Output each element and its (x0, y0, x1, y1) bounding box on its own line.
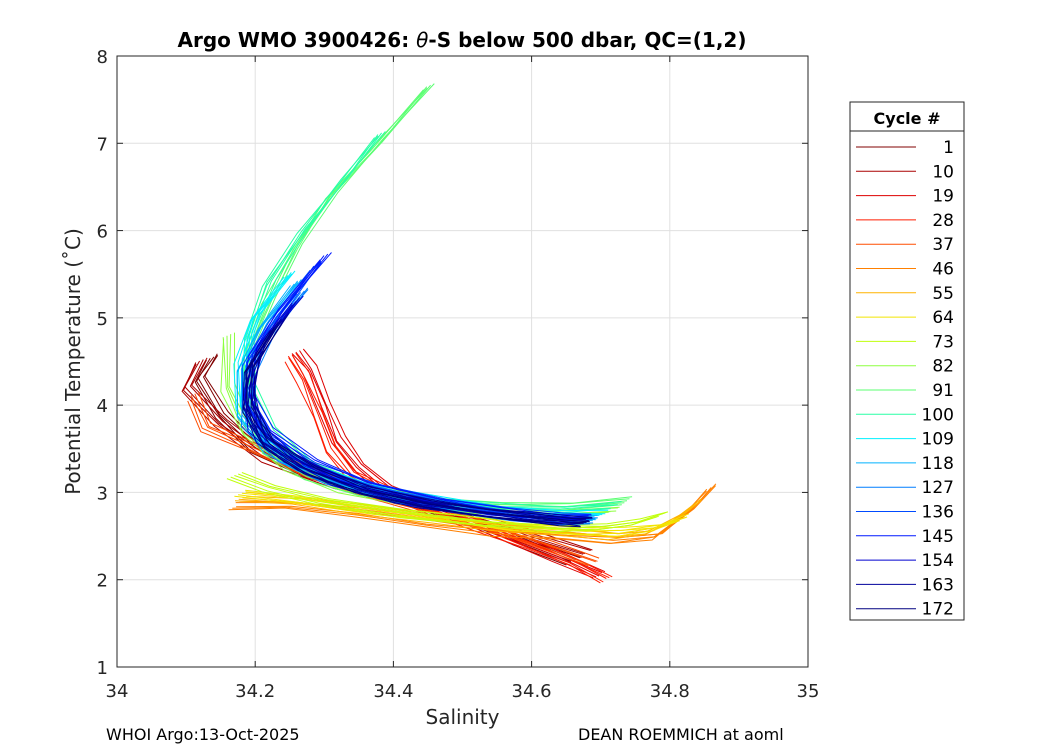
y-tick-label: 4 (97, 396, 108, 417)
legend: Cycle # 1 10 19 28 37 46 55 64 73 82 91 100 109 118 12… (849, 101, 965, 621)
y-tick-label: 5 (97, 309, 108, 330)
legend-label-10: 10 (932, 162, 954, 182)
legend-label-127: 127 (922, 478, 954, 498)
chart-title-theta: θ (416, 28, 428, 52)
legend-label-100: 100 (922, 405, 954, 425)
legend-items: 1 10 19 28 37 46 55 64 73 82 91 100 109 118 127 136 145 1… (856, 138, 954, 620)
series-line-19 (302, 348, 606, 573)
x-axis-label: Salinity (426, 705, 500, 729)
series-line-73 (238, 473, 667, 527)
x-tick-label: 35 (797, 681, 820, 702)
legend-label-37: 37 (932, 235, 954, 255)
legend-label-154: 154 (922, 551, 954, 571)
x-tick-label: 34.4 (373, 681, 413, 702)
series-172 (242, 324, 593, 528)
legend-label-28: 28 (932, 211, 954, 231)
legend-label-1: 1 (943, 138, 954, 158)
series-line-100 (253, 131, 622, 508)
series-line-37 (190, 399, 591, 566)
legend-label-82: 82 (932, 357, 954, 377)
series-group (181, 83, 717, 584)
series-line-172 (253, 324, 593, 520)
legend-label-46: 46 (932, 260, 954, 280)
plot-area (117, 56, 808, 667)
chart-title: Argo WMO 3900426: θ-S below 500 dbar, QC… (178, 28, 747, 52)
legend-label-91: 91 (932, 381, 954, 401)
series-line-64 (241, 492, 686, 532)
y-tick-label: 1 (97, 658, 108, 679)
legend-label-73: 73 (932, 332, 954, 352)
legend-label-136: 136 (922, 503, 954, 523)
series-line-163 (247, 318, 587, 523)
x-tick-label: 34.8 (650, 681, 690, 702)
legend-label-55: 55 (932, 284, 954, 304)
legend-box (849, 101, 965, 621)
series-line-172 (246, 327, 587, 523)
y-tick-label: 6 (97, 222, 108, 243)
series-line-91 (251, 83, 633, 504)
legend-title: Cycle # (874, 109, 941, 128)
x-axis: 34 34.2 34.4 34.6 34.8 35 (106, 56, 820, 702)
series-line-46 (232, 488, 708, 544)
x-tick-label: 34 (106, 681, 129, 702)
series-line-73 (230, 476, 659, 531)
y-tick-label: 7 (97, 134, 108, 155)
legend-label-163: 163 (922, 575, 954, 595)
y-axis: 1 2 3 4 5 6 7 8 (97, 47, 808, 679)
chart-title-prefix: Argo WMO 3900426: (178, 28, 417, 52)
legend-label-19: 19 (932, 187, 954, 207)
footer-left: WHOI Argo:13-Oct-2025 (106, 725, 300, 744)
legend-label-109: 109 (922, 430, 954, 450)
legend-label-145: 145 (922, 527, 954, 547)
chart-title-suffix: -S below 500 dbar, QC=(1,2) (428, 28, 746, 52)
series-line-64 (245, 491, 688, 532)
footer-right: DEAN ROEMMICH at aoml (578, 725, 784, 744)
y-tick-label: 3 (97, 483, 108, 504)
legend-label-172: 172 (922, 600, 954, 620)
x-tick-label: 34.2 (235, 681, 275, 702)
y-tick-label: 2 (97, 571, 108, 592)
plot-frame (116, 55, 809, 668)
x-tick-label: 34.6 (512, 681, 552, 702)
grid-lines (117, 56, 808, 667)
series-line-172 (250, 325, 590, 523)
series-line-64 (234, 495, 679, 537)
series-line-172 (242, 330, 581, 528)
y-axis-label: Potential Temperature (˚C) (61, 228, 85, 495)
legend-label-118: 118 (922, 454, 954, 474)
legend-label-64: 64 (932, 308, 954, 328)
y-tick-label: 8 (97, 47, 108, 68)
